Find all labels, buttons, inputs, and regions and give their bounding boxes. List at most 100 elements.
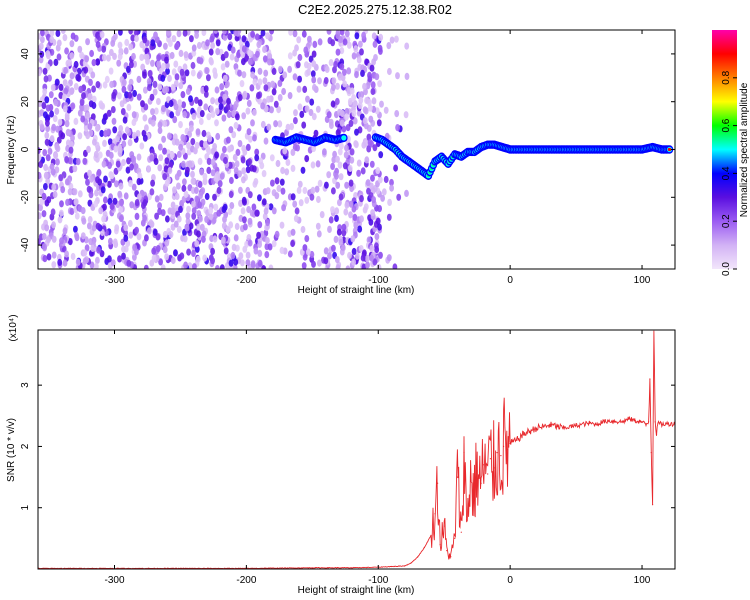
noise-speckle: [42, 88, 48, 96]
snr-data-point: [621, 421, 623, 423]
noise-speckle: [121, 252, 126, 260]
noise-speckle: [184, 224, 190, 232]
noise-speckle: [186, 142, 191, 150]
noise-speckle: [63, 87, 69, 95]
noise-speckle: [378, 251, 383, 259]
noise-speckle: [316, 230, 322, 238]
noise-speckle: [54, 143, 60, 151]
noise-speckle: [54, 166, 60, 174]
noise-speckle: [326, 111, 332, 119]
noise-speckle: [156, 97, 161, 106]
noise-speckle: [277, 94, 283, 102]
noise-speckle: [279, 178, 285, 186]
snr-data-point: [661, 423, 663, 425]
noise-speckle: [361, 31, 366, 39]
noise-speckle: [70, 102, 76, 110]
noise-speckle: [354, 128, 359, 136]
noise-speckle: [38, 32, 41, 40]
noise-speckle: [179, 68, 185, 76]
snr-data-point: [595, 423, 597, 425]
noise-speckle: [134, 30, 139, 37]
noise-speckle: [334, 256, 340, 264]
noise-speckle: [308, 108, 314, 117]
noise-speckle: [112, 126, 118, 134]
noise-speckle: [112, 197, 118, 205]
noise-speckle: [97, 151, 103, 159]
noise-speckle: [353, 140, 359, 148]
noise-speckle: [344, 181, 349, 189]
noise-speckle: [198, 57, 204, 65]
noise-speckle: [373, 54, 378, 62]
noise-speckle: [305, 95, 310, 103]
noise-speckle: [136, 75, 142, 83]
noise-speckle: [290, 193, 296, 201]
noise-speckle: [182, 30, 188, 37]
noise-speckle: [294, 207, 300, 215]
noise-speckle: [271, 67, 277, 75]
noise-speckle: [222, 30, 227, 35]
noise-speckle: [227, 145, 232, 153]
noise-speckle: [339, 63, 345, 71]
noise-speckle: [121, 158, 126, 167]
noise-speckle: [204, 67, 210, 75]
snr-data-point: [641, 421, 643, 423]
noise-speckle: [62, 93, 67, 101]
noise-speckle: [79, 98, 85, 106]
noise-speckle: [299, 110, 305, 118]
noise-speckle: [214, 151, 220, 159]
noise-speckle: [226, 97, 231, 106]
noise-speckle: [176, 215, 182, 223]
noise-speckle: [115, 160, 121, 168]
noise-speckle: [110, 259, 116, 267]
noise-speckle: [233, 30, 239, 37]
noise-speckle: [120, 108, 126, 116]
noise-speckle: [142, 214, 148, 222]
noise-speckle: [202, 172, 208, 181]
noise-speckle: [179, 252, 185, 260]
noise-speckle: [134, 248, 139, 256]
noise-speckle: [85, 38, 90, 46]
noise-speckle: [55, 158, 60, 166]
noise-speckle: [341, 125, 347, 133]
noise-speckle: [53, 98, 59, 107]
colorbar-tick-label: 0.2: [721, 214, 732, 228]
noise-speckle: [183, 51, 189, 59]
noise-speckle: [342, 38, 348, 46]
noise-speckle: [127, 84, 133, 92]
noise-speckle: [207, 135, 213, 143]
noise-speckle: [257, 240, 262, 248]
noise-speckle: [304, 196, 310, 204]
noise-speckle: [38, 171, 42, 180]
noise-speckle: [191, 112, 197, 120]
noise-speckle: [117, 92, 122, 100]
noise-speckle: [386, 42, 392, 50]
x-tick-label: -100: [368, 575, 388, 586]
noise-speckle: [118, 146, 123, 154]
noise-speckle: [143, 86, 148, 94]
noise-speckle: [136, 153, 142, 161]
noise-speckle: [236, 51, 241, 59]
noise-speckle: [176, 225, 182, 233]
noise-speckle: [368, 218, 374, 226]
noise-speckle: [315, 160, 321, 168]
noise-speckle: [167, 207, 173, 215]
noise-speckle: [302, 253, 308, 261]
y-tick-label: 2: [20, 443, 31, 449]
noise-speckle: [111, 91, 117, 99]
noise-speckle: [194, 245, 200, 253]
noise-speckle: [42, 67, 48, 75]
noise-speckle: [270, 179, 275, 187]
noise-speckle: [339, 47, 345, 55]
snr-data-point: [608, 420, 610, 422]
noise-speckle: [118, 206, 123, 214]
noise-speckle: [64, 156, 69, 164]
noise-speckle: [269, 30, 274, 35]
noise-speckle: [148, 219, 154, 227]
noise-speckle: [372, 258, 378, 266]
noise-speckle: [74, 212, 80, 220]
noise-speckle: [178, 143, 184, 151]
noise-speckle: [331, 83, 336, 91]
noise-speckle: [121, 140, 127, 148]
noise-speckle: [282, 147, 288, 155]
noise-speckle: [213, 174, 219, 183]
